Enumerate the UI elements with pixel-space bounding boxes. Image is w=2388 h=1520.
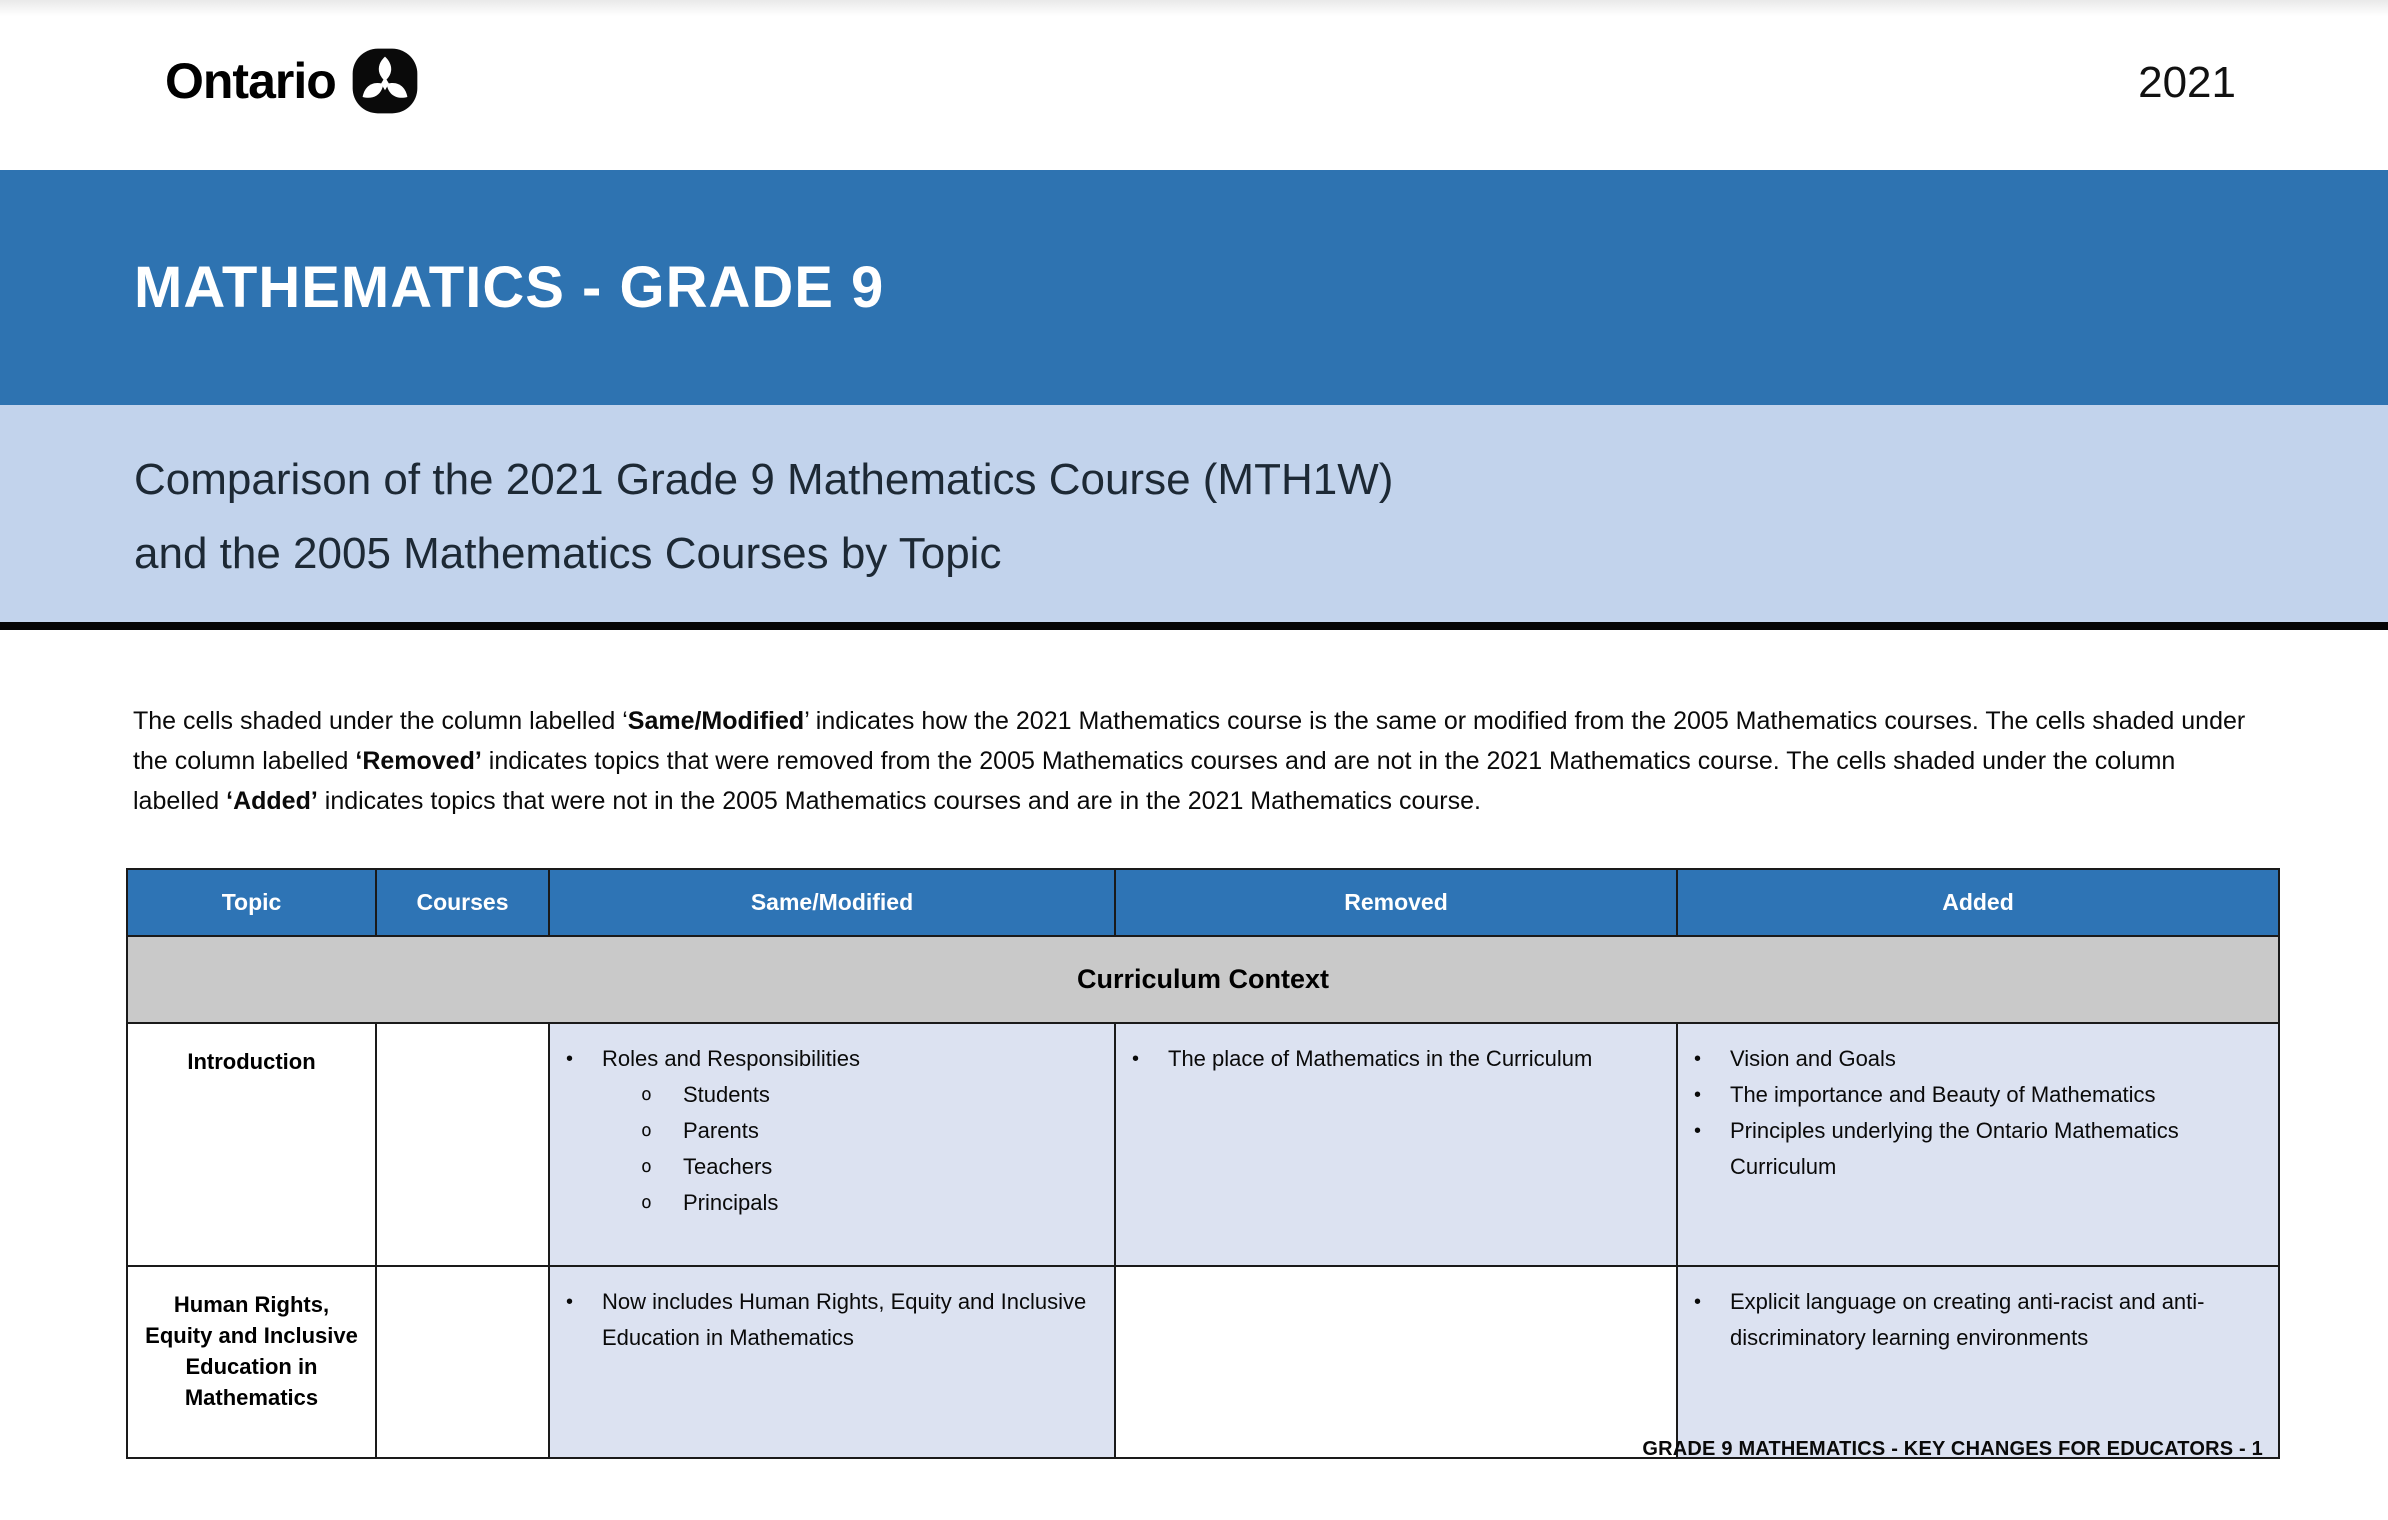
title-banner: MATHEMATICS - GRADE 9: [0, 170, 2388, 405]
removed-cell: • The place of Mathematics in the Curricu…: [1114, 1022, 1678, 1267]
list-item: o Principals: [550, 1185, 1100, 1221]
year-label: 2021: [2138, 58, 2236, 107]
list-item: • Explicit language on creating anti-raci…: [1678, 1284, 2264, 1356]
circle-bullet-icon: o: [641, 1084, 652, 1105]
list-item: • Vision and Goals: [1678, 1041, 2264, 1077]
comparison-table: Topic Courses Same/Modified Removed Added Cu…: [126, 868, 2280, 1459]
table-header-row: Topic Courses Same/Modified Removed Added: [126, 868, 2280, 937]
ontario-logo: Ontario: [165, 48, 418, 114]
list-item: • The place of Mathematics in the Curricu…: [1116, 1041, 1662, 1077]
list-item-text: Principals: [683, 1190, 779, 1215]
table-row: Introduction • Roles and Responsibilities o…: [126, 1022, 2280, 1267]
topic-cell: Introduction: [126, 1022, 377, 1267]
ontario-logo-text: Ontario: [165, 53, 337, 109]
section-header-row: Curriculum Context: [126, 935, 2280, 1024]
list-item: o Parents: [550, 1113, 1100, 1149]
list-item-text: Explicit language on creating anti-racis…: [1730, 1289, 2205, 1350]
bullet-icon: •: [1694, 1291, 1702, 1313]
page-title: MATHEMATICS - GRADE 9: [134, 255, 885, 320]
column-header-removed: Removed: [1114, 868, 1678, 937]
intro-paragraph: The cells shaded under the column labell…: [133, 701, 2265, 821]
footer-text: GRADE 9 MATHEMATICS - KEY CHANGES FOR ED…: [1642, 1438, 2263, 1460]
removed-cell: [1114, 1265, 1678, 1459]
subtitle-line-1: Comparison of the 2021 Grade 9 Mathemati…: [134, 455, 1394, 504]
list-item: • The importance and Beauty of Mathematic…: [1678, 1077, 2264, 1113]
circle-bullet-icon: o: [641, 1192, 652, 1213]
intro-bold-segment: ‘Removed’: [355, 747, 482, 775]
circle-bullet-icon: o: [641, 1120, 652, 1141]
list-item-text: Roles and Responsibilities: [602, 1046, 861, 1071]
column-header-added: Added: [1676, 868, 2280, 937]
intro-bold-segment: ‘Added’: [226, 787, 318, 815]
list-item-text: The importance and Beauty of Mathematics: [1730, 1082, 2156, 1107]
same-modified-cell: • Roles and Responsibilities o Students o Par…: [548, 1022, 1116, 1267]
table-row: Human Rights, Equity and Inclusive Educa…: [126, 1265, 2280, 1459]
intro-segment: The cells shaded under the column labell…: [133, 707, 628, 735]
section-header-label: Curriculum Context: [126, 935, 2280, 1024]
bullet-icon: •: [1694, 1120, 1702, 1142]
topic-cell: Human Rights, Equity and Inclusive Educa…: [126, 1265, 377, 1459]
list-item-text: Principles underlying the Ontario Mathem…: [1730, 1118, 2179, 1179]
bullet-icon: •: [1694, 1048, 1702, 1070]
list-item-text: Vision and Goals: [1730, 1046, 1896, 1071]
bullet-icon: •: [1694, 1084, 1702, 1106]
list-item: • Principles underlying the Ontario Mathe…: [1678, 1113, 2264, 1185]
intro-segment: indicates topics that were removed from …: [133, 747, 2176, 815]
added-cell: • Vision and Goals • The importance and Bea…: [1676, 1022, 2280, 1267]
circle-bullet-icon: o: [641, 1156, 652, 1177]
subtitle-line-2: and the 2005 Mathematics Courses by Topi…: [134, 529, 1002, 578]
list-item: o Students: [550, 1077, 1100, 1113]
list-item-text: Parents: [683, 1118, 759, 1143]
added-cell: • Explicit language on creating anti-raci…: [1676, 1265, 2280, 1459]
intro-segment: ’ indicates how the 2021 Mathematics cou…: [133, 707, 2246, 775]
bullet-icon: •: [566, 1048, 574, 1070]
list-item-text: Students: [683, 1082, 770, 1107]
bullet-icon: •: [1132, 1048, 1140, 1070]
list-item-text: Now includes Human Rights, Equity and In…: [602, 1289, 1087, 1350]
list-item: • Now includes Human Rights, Equity and I…: [550, 1284, 1100, 1356]
list-item: o Teachers: [550, 1149, 1100, 1185]
page-header: Ontario 2021: [0, 0, 2388, 170]
top-edge-shadow: [0, 0, 2388, 16]
intro-segment: indicates topics that were not in the 20…: [317, 787, 1481, 815]
subtitle-banner: Comparison of the 2021 Grade 9 Mathemati…: [0, 405, 2388, 622]
table-body: Curriculum Context Introduction • Roles and…: [126, 935, 2280, 1459]
bullet-icon: •: [566, 1291, 574, 1313]
list-item-text: The place of Mathematics in the Curricul…: [1168, 1046, 1593, 1071]
list-item-text: Teachers: [683, 1154, 773, 1179]
same-modified-cell: • Now includes Human Rights, Equity and I…: [548, 1265, 1116, 1459]
page-footer: GRADE 9 MATHEMATICS - KEY CHANGES FOR ED…: [1642, 1438, 2263, 1461]
intro-bold-segment: Same/Modified: [627, 707, 805, 735]
courses-cell: [375, 1265, 550, 1459]
column-header-topic: Topic: [126, 868, 377, 937]
column-header-same-modified: Same/Modified: [548, 868, 1116, 937]
column-header-courses: Courses: [375, 868, 550, 937]
courses-cell: [375, 1022, 550, 1267]
divider-rule: [0, 622, 2388, 630]
list-item: • Roles and Responsibilities: [550, 1041, 1100, 1077]
trillium-icon: [352, 48, 418, 114]
